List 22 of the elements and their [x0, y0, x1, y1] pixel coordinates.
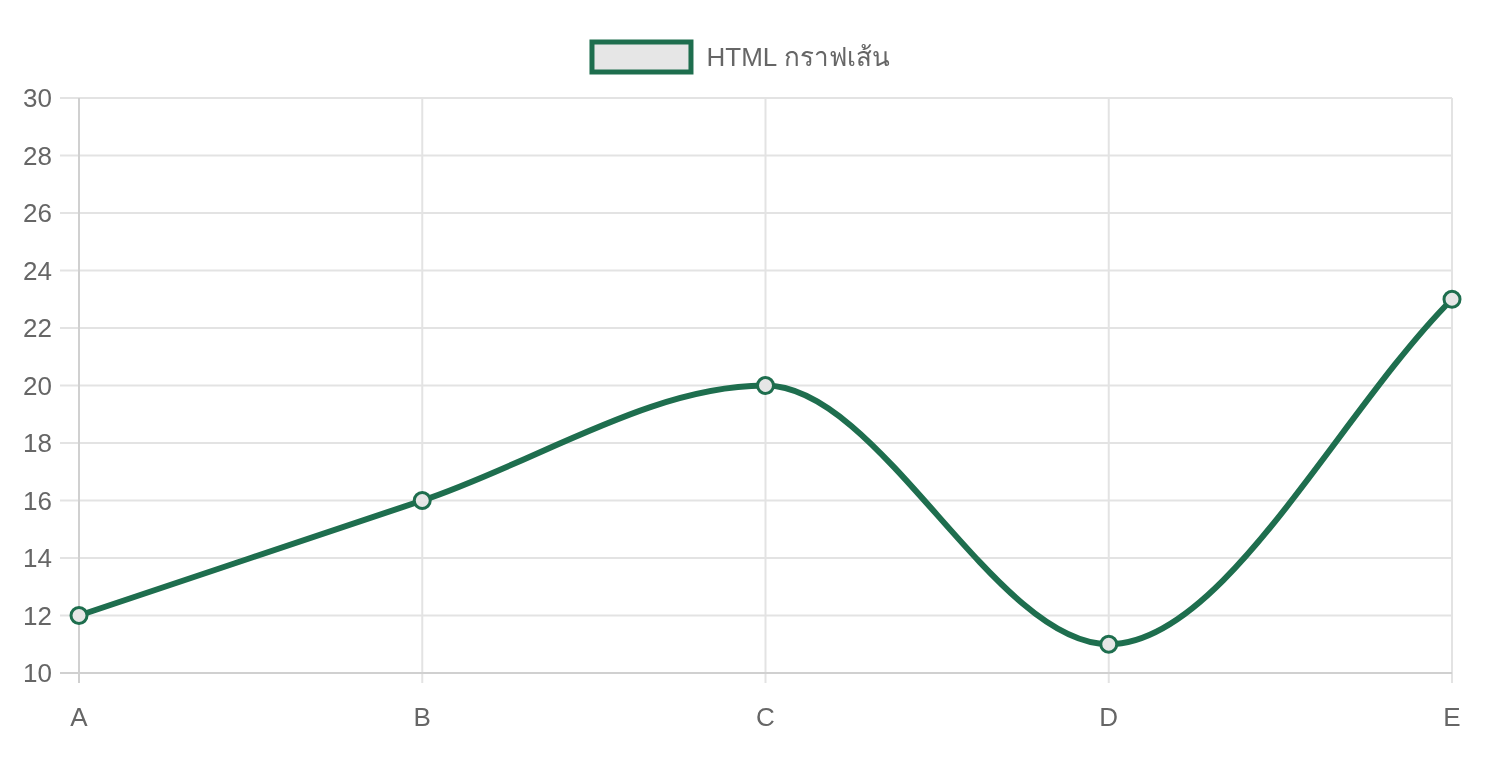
y-tick-label: 16: [23, 485, 52, 516]
point: [1442, 289, 1462, 309]
y-tick-label: 28: [23, 140, 52, 171]
x-tick-label: D: [1099, 702, 1119, 732]
x-tick-label: C: [756, 702, 775, 732]
y-tick-label: 22: [23, 313, 52, 343]
point: [412, 491, 432, 510]
x-tick-label: B: [413, 702, 431, 732]
x-tick-label: A: [70, 702, 89, 732]
y-tick-label: 10: [23, 658, 52, 688]
y-tick-label: 12: [23, 600, 52, 631]
y-tick-label: 26: [23, 198, 52, 228]
y-tick-label: 20: [23, 370, 52, 401]
point: [69, 606, 89, 625]
y-tick-label: 24: [23, 255, 52, 286]
y-tick-label: 14: [23, 543, 52, 573]
x-tick-label: E: [1443, 702, 1461, 732]
y-tick-label: 30: [23, 83, 52, 113]
legend-label: HTML กราฟเส้น: [706, 42, 890, 72]
point: [1099, 634, 1119, 654]
y-tick-label: 18: [23, 428, 52, 458]
point: [756, 376, 775, 395]
